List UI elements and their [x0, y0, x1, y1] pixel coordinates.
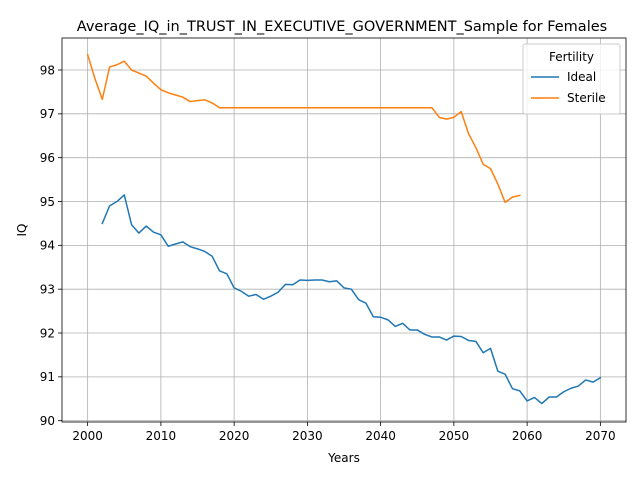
series-line-sterile: [86, 53, 521, 204]
legend: Fertility Ideal Sterile: [522, 43, 621, 115]
legend-title: Fertility: [549, 50, 594, 64]
x-tick-label: 2000: [72, 429, 103, 443]
x-tick-label: 2070: [585, 429, 616, 443]
plot-frame: [61, 37, 627, 423]
x-axis: 2000 2010 2020 2030 2040 2050 2060 2070: [72, 422, 616, 443]
chart-title: Average_IQ_in_TRUST_IN_EXECUTIVE_GOVERNM…: [77, 19, 607, 35]
y-tick-label: 95: [40, 195, 55, 209]
x-tick-label: 2040: [365, 429, 396, 443]
legend-label-sterile: Sterile: [567, 91, 606, 105]
x-tick-label: 2010: [146, 429, 177, 443]
series-line-ideal: [101, 194, 602, 405]
y-tick-label: 93: [40, 282, 55, 296]
x-tick-label: 2050: [439, 429, 470, 443]
y-tick-label: 90: [40, 414, 55, 428]
y-tick-label: 96: [40, 151, 55, 165]
x-tick-label: 2020: [219, 429, 250, 443]
legend-label-ideal: Ideal: [567, 70, 596, 84]
x-axis-label: Years: [327, 451, 360, 465]
y-tick-label: 92: [40, 326, 55, 340]
y-axis-label: IQ: [15, 224, 29, 237]
y-axis: 90 91 92 93 94 95 96 97 98: [40, 63, 62, 428]
series-layer: [86, 53, 602, 405]
x-tick-label: 2060: [512, 429, 543, 443]
x-tick-label: 2030: [292, 429, 323, 443]
y-tick-label: 94: [40, 239, 55, 253]
legend-box: [522, 43, 621, 115]
y-tick-label: 91: [40, 370, 55, 384]
y-tick-label: 97: [40, 107, 55, 121]
y-tick-label: 98: [40, 63, 55, 77]
legend-items: Ideal Sterile: [531, 70, 606, 105]
